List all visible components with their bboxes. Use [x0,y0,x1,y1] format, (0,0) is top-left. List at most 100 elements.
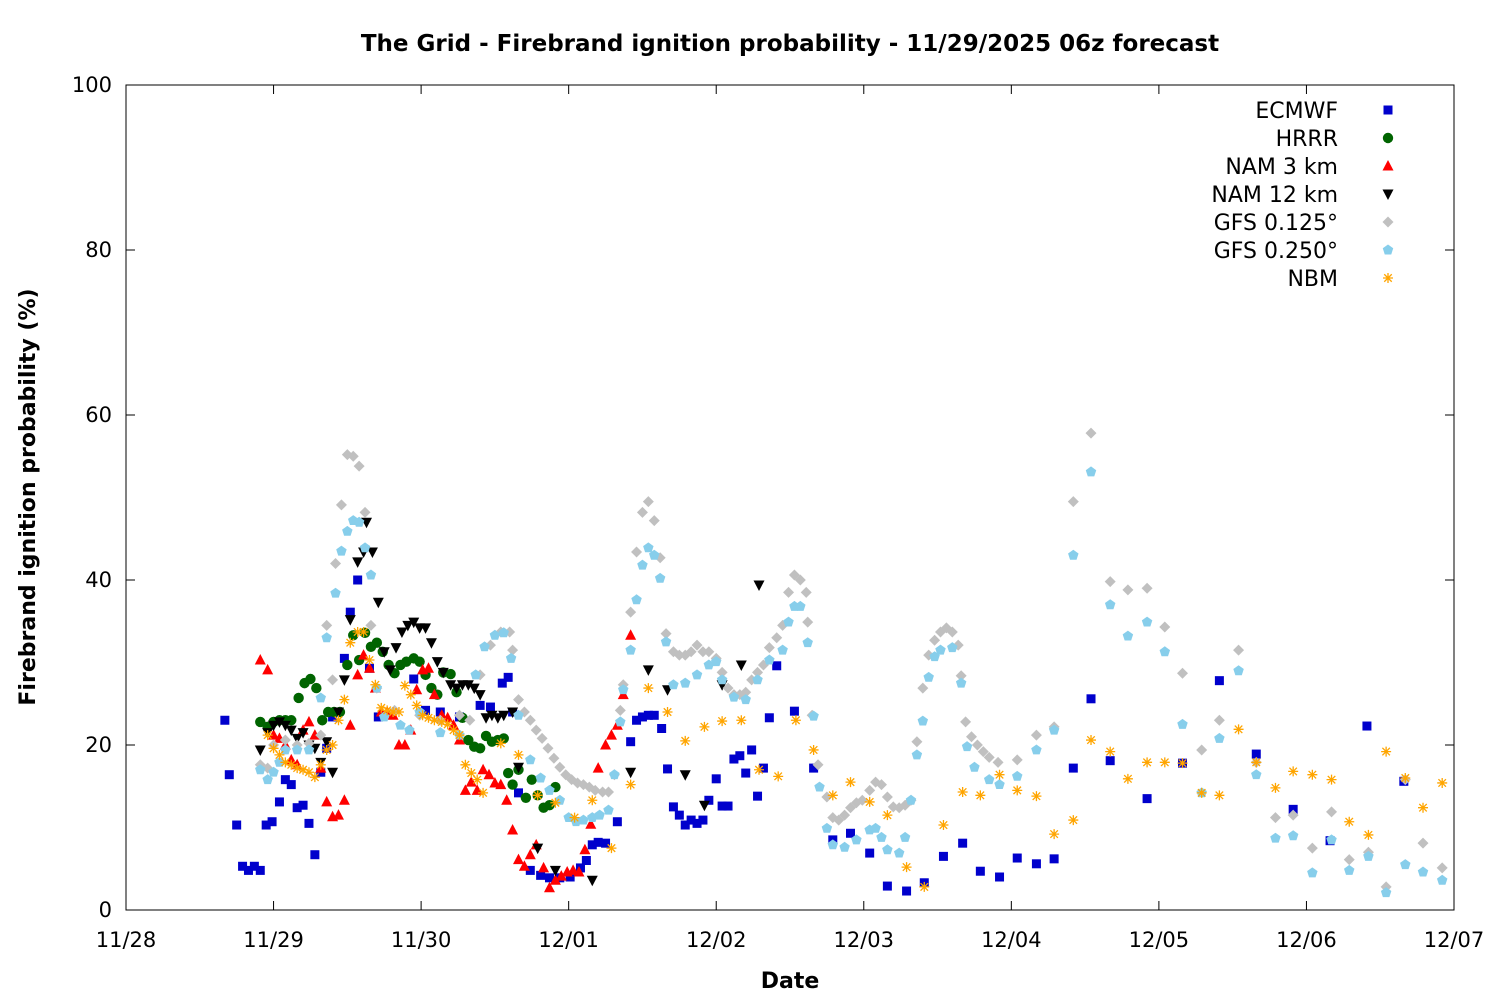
data-point-nam-3-km [399,739,411,750]
data-point-ecmwf [310,850,320,860]
data-point-nbm [736,715,747,726]
data-point-nbm [513,749,524,760]
data-point-ecmwf [995,872,1005,882]
legend-marker-gfs-0-250 [1382,244,1394,255]
data-point-nam-12-km [625,767,637,779]
y-tick-label: 60 [85,403,112,427]
data-point-gfs-0-250 [625,644,636,655]
data-point-ecmwf [632,715,642,725]
data-point-nbm [754,764,765,775]
data-point-ecmwf [575,863,585,873]
data-point-ecmwf [1105,756,1115,766]
data-point-gfs-0-125 [365,619,377,631]
data-point-gfs-0-250 [764,654,775,665]
series-nam-12-km [254,517,765,887]
data-point-gfs-0-125 [453,709,465,721]
data-point-nbm [790,715,801,726]
data-point-gfs-0-250 [961,741,973,752]
data-point-ecmwf [544,873,554,883]
data-point-nbm [262,730,273,741]
data-point-ecmwf [975,866,985,876]
data-point-ecmwf [1031,859,1041,869]
data-point-nbm [1122,773,1133,784]
y-tick-label: 40 [85,568,112,592]
data-point-nam-12-km [425,638,437,649]
data-point-ecmwf [485,702,495,712]
data-point-ecmwf [274,797,284,807]
data-point-nam-3-km [428,688,440,700]
data-points [220,427,1448,898]
data-point-hrrr [305,673,316,685]
data-point-gfs-0-250 [851,834,862,845]
data-point-ecmwf [593,837,603,847]
data-point-nbm [957,787,968,798]
data-point-nbm [382,705,393,716]
data-point-gfs-0-250 [262,774,273,785]
data-point-gfs-0-125 [802,616,814,628]
data-point-ecmwf [789,706,799,716]
y-tick-label: 0 [99,898,112,922]
data-point-ecmwf [503,672,513,682]
data-point-gfs-0-250 [777,644,788,655]
data-point-gfs-0-250 [1104,599,1116,610]
data-point-hrrr [474,743,486,754]
data-point-gfs-0-250 [893,847,905,858]
data-point-nam-3-km [501,794,513,805]
data-point-gfs-0-250 [905,794,917,805]
data-point-nam-12-km [372,597,384,609]
data-point-ecmwf [435,707,445,717]
data-point-gfs-0-125 [839,809,851,821]
data-point-nbm [1177,758,1188,769]
data-point-nam-12-km [378,647,390,658]
data-point-nam-12-km [642,665,654,676]
data-point-ecmwf [612,817,622,827]
data-point-nbm [662,707,673,717]
data-point-nbm [569,812,580,823]
data-point-gfs-0-250 [365,569,377,580]
data-point-gfs-0-250 [1326,834,1337,845]
data-point-nam-3-km [518,860,530,871]
data-point-gfs-0-250 [404,724,415,735]
data-point-nam-3-km [592,762,604,773]
y-tick-label: 20 [85,733,112,757]
data-point-gfs-0-125 [1176,667,1188,679]
data-point-ecmwf [587,840,597,850]
data-point-nbm [1159,757,1170,768]
data-point-nam-12-km [321,737,333,748]
legend-marker-ecmwf [1383,105,1393,115]
data-point-nbm [1400,773,1411,783]
data-point-nam-12-km [480,713,492,724]
data-point-nbm [1142,757,1153,768]
data-point-gfs-0-125 [1141,582,1153,594]
data-point-gfs-0-125 [530,724,542,736]
data-point-gfs-0-250 [1287,830,1299,841]
data-point-ecmwf [668,802,678,812]
data-point-nbm [429,715,440,726]
data-point-gfs-0-250 [1085,466,1097,477]
data-point-gfs-0-125 [1104,576,1116,588]
data-point-ecmwf [292,803,302,813]
data-point-nam-12-km [254,745,266,756]
data-point-gfs-0-125 [1306,842,1318,854]
data-point-gfs-0-125 [359,506,371,518]
data-point-nam-3-km [625,629,637,640]
data-point-nam-3-km [600,739,612,750]
data-point-nbm [495,738,506,749]
data-point-ecmwf [224,770,234,780]
x-tick-label: 12/05 [1129,928,1190,952]
data-point-gfs-0-250 [479,641,490,652]
data-point-nam-12-km [532,843,544,855]
data-point-gfs-0-125 [703,646,715,658]
x-tick-label: 12/01 [538,928,599,952]
data-point-gfs-0-125 [812,759,824,771]
data-point-nam-12-km [549,865,561,877]
data-point-nbm [717,716,728,727]
data-point-hrrr [371,637,383,648]
data-point-ecmwf [304,818,314,828]
data-point-nam-3-km [605,729,617,740]
data-point-gfs-0-125 [1233,644,1245,656]
data-point-hrrr [445,668,456,680]
legend-label-gfs-0-125: GFS 0.125° [1214,211,1338,236]
data-point-nam-3-km [321,795,333,807]
data-point-gfs-0-250 [899,831,911,842]
